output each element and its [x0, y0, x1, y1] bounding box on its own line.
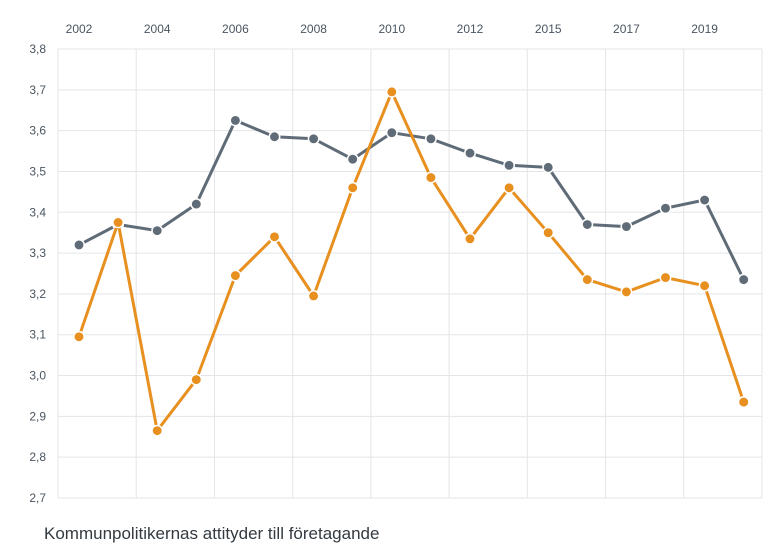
y-tick-label: 2,9 — [29, 409, 46, 423]
data-point[interactable] — [464, 232, 476, 245]
y-tick-label: 3,2 — [29, 287, 46, 301]
series-layer — [73, 85, 750, 437]
data-point[interactable] — [503, 181, 516, 194]
y-tick-label: 3,5 — [29, 164, 46, 178]
data-point[interactable] — [659, 202, 672, 215]
series-2 — [73, 85, 750, 437]
y-tick-label: 3,6 — [29, 124, 46, 138]
x-tick-label: 2015 — [535, 22, 562, 36]
data-point[interactable] — [268, 230, 281, 243]
x-tick-label: 2002 — [66, 22, 93, 36]
series-line — [77, 90, 746, 433]
data-point[interactable] — [542, 226, 555, 239]
data-point[interactable] — [581, 218, 594, 231]
data-point[interactable] — [73, 238, 85, 251]
data-point[interactable] — [151, 424, 164, 437]
data-point[interactable] — [307, 290, 320, 302]
series-1 — [73, 114, 750, 286]
data-point[interactable] — [268, 130, 281, 143]
data-point[interactable] — [620, 285, 633, 298]
data-point[interactable] — [307, 132, 320, 145]
x-tick-label: 2012 — [457, 22, 484, 36]
data-point[interactable] — [190, 373, 203, 386]
x-tick-label: 2010 — [378, 22, 405, 36]
data-point[interactable] — [73, 330, 85, 343]
data-point[interactable] — [346, 181, 359, 194]
y-tick-label: 3,0 — [29, 369, 46, 383]
y-axis-tick-labels: 2,7 2,8 2,9 3,0 3,1 3,2 3,3 3,4 3,5 3,6 3,7 3,8 — [29, 42, 46, 505]
x-tick-label: 2019 — [691, 22, 718, 36]
x-tick-label: 2017 — [613, 22, 640, 36]
data-point[interactable] — [698, 194, 711, 206]
x-axis-tick-labels: 2002 2004 2006 2008 2010 2012 2015 2017 2019 — [66, 22, 719, 36]
y-tick-label: 2,8 — [29, 450, 46, 464]
y-tick-label: 3,8 — [29, 42, 46, 56]
data-point[interactable] — [620, 220, 633, 233]
data-point[interactable] — [464, 147, 476, 160]
y-tick-label: 3,4 — [29, 205, 46, 219]
y-tick-label: 3,7 — [29, 83, 46, 97]
data-point[interactable] — [424, 132, 437, 145]
data-point[interactable] — [385, 126, 398, 139]
y-tick-label: 3,3 — [29, 246, 46, 260]
data-point[interactable] — [737, 396, 750, 409]
data-point[interactable] — [229, 114, 242, 127]
data-point[interactable] — [503, 159, 516, 172]
data-point[interactable] — [112, 216, 125, 229]
data-point[interactable] — [542, 161, 555, 174]
data-point[interactable] — [737, 273, 750, 286]
data-point[interactable] — [151, 224, 164, 237]
data-point[interactable] — [581, 273, 594, 286]
data-point[interactable] — [190, 198, 203, 211]
x-tick-label: 2008 — [300, 22, 327, 36]
x-tick-label: 2004 — [144, 22, 171, 36]
data-point[interactable] — [346, 153, 359, 166]
data-point[interactable] — [424, 171, 437, 184]
data-point[interactable] — [229, 269, 242, 282]
series-line — [77, 118, 746, 282]
y-tick-label: 2,7 — [29, 491, 46, 505]
grid — [57, 48, 763, 499]
y-tick-label: 3,1 — [29, 328, 46, 342]
data-point[interactable] — [698, 279, 711, 292]
data-point[interactable] — [385, 85, 398, 98]
data-point[interactable] — [659, 271, 672, 284]
chart-caption: Kommunpolitikernas attityder till företa… — [44, 524, 380, 543]
x-tick-label: 2006 — [222, 22, 249, 36]
